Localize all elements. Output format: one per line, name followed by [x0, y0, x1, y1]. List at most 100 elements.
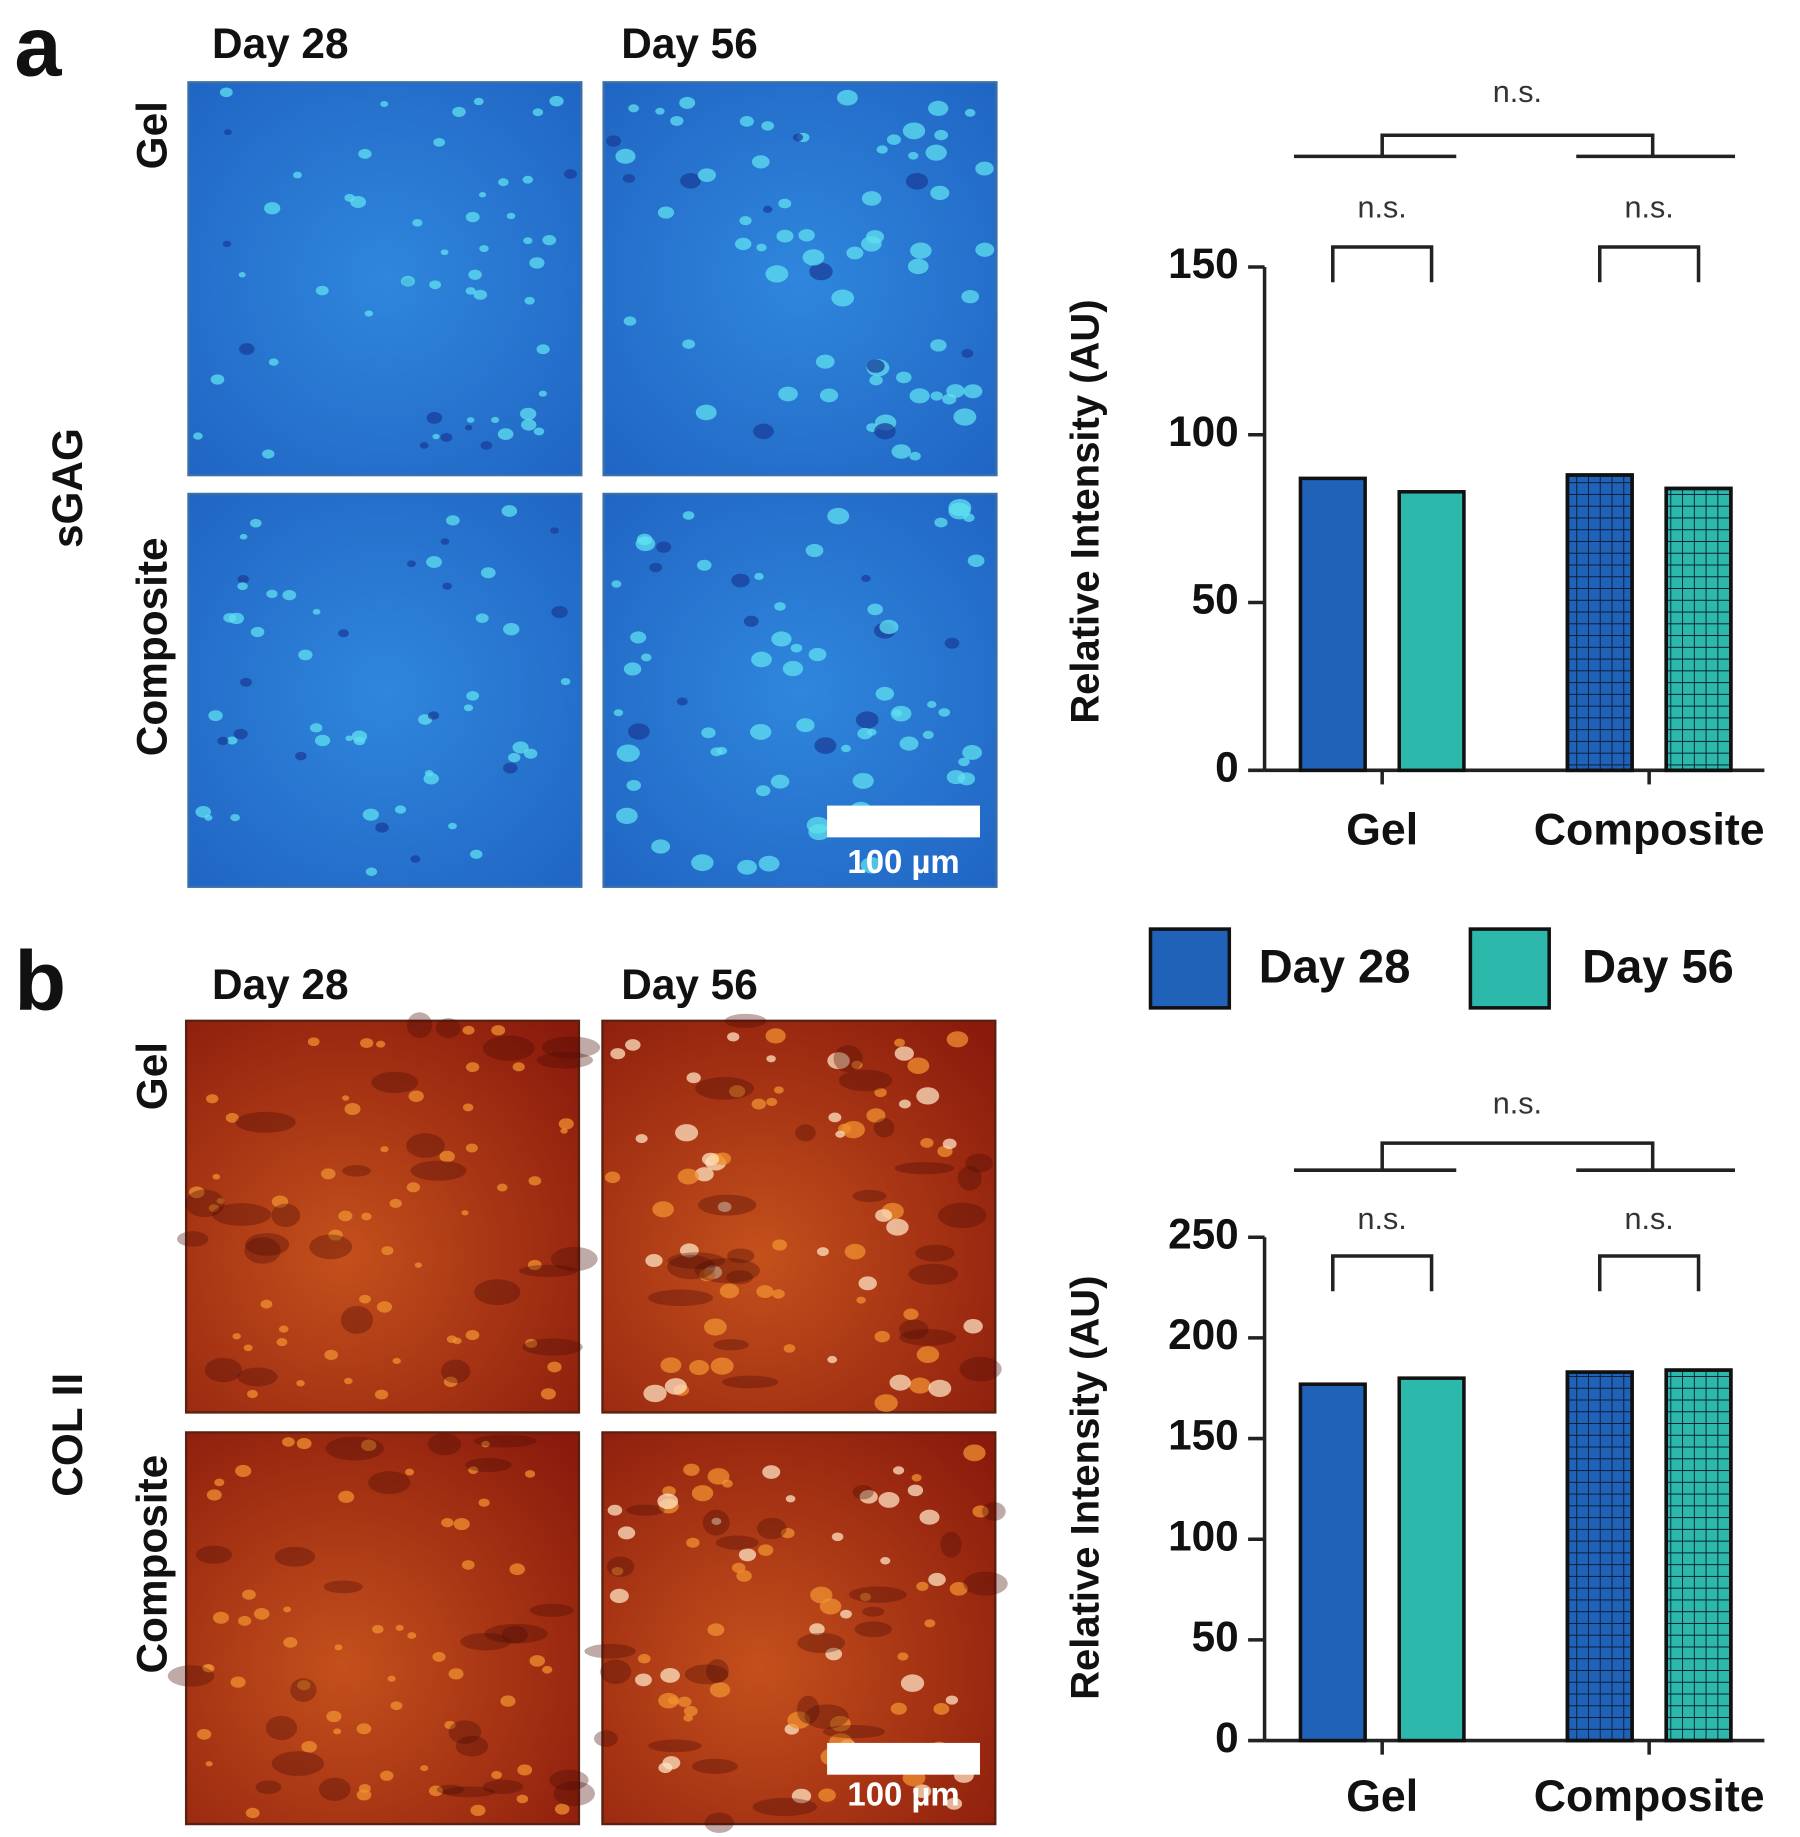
- cell: [836, 89, 858, 106]
- cell: [898, 1099, 911, 1109]
- cell: [875, 686, 895, 701]
- cell: [660, 1668, 680, 1683]
- cell: [731, 573, 750, 588]
- micrograph: [187, 492, 583, 888]
- cell: [686, 1537, 700, 1548]
- dark-region: [342, 1165, 371, 1177]
- cell: [636, 533, 653, 546]
- cell: [315, 285, 329, 296]
- cell: [452, 1337, 462, 1345]
- cell: [827, 1052, 850, 1070]
- cell: [691, 854, 714, 872]
- cell: [442, 582, 452, 590]
- cell: [440, 432, 453, 442]
- cell: [828, 1112, 842, 1123]
- cell: [896, 371, 912, 384]
- cell: [362, 808, 379, 821]
- cell: [907, 258, 929, 275]
- dark-region: [797, 1632, 845, 1653]
- cell: [815, 354, 835, 369]
- cell: [751, 651, 772, 668]
- cell: [762, 1465, 781, 1479]
- cell: [802, 249, 825, 266]
- dark-region: [435, 1018, 461, 1039]
- cell: [607, 1504, 623, 1516]
- cell: [719, 1283, 740, 1299]
- cell: [412, 219, 423, 227]
- cell: [912, 1784, 932, 1799]
- significance: n.s.: [1625, 1202, 1674, 1236]
- dark-region: [368, 1471, 411, 1495]
- cell: [496, 1183, 508, 1192]
- cell: [542, 234, 557, 246]
- cell: [902, 122, 926, 140]
- dark-region: [460, 1632, 511, 1651]
- cell: [790, 643, 803, 653]
- dark-region: [965, 1153, 993, 1173]
- cell: [658, 1692, 679, 1709]
- cell: [851, 1060, 863, 1070]
- cell: [874, 423, 896, 440]
- bar: [1397, 490, 1466, 773]
- dark-region: [684, 1664, 729, 1685]
- cell: [281, 1437, 295, 1447]
- cell: [622, 173, 636, 183]
- y-tick-label: 200: [1168, 1311, 1239, 1358]
- cell: [440, 249, 449, 256]
- cell: [356, 1789, 372, 1801]
- cell: [961, 289, 980, 304]
- cell: [841, 744, 851, 753]
- cell: [528, 1176, 542, 1186]
- cell: [262, 449, 275, 459]
- cell: [757, 1544, 774, 1556]
- cell: [470, 849, 483, 859]
- y-axis-label: Relative Intensity (AU): [1064, 1276, 1108, 1700]
- cell: [859, 1490, 878, 1504]
- cell: [798, 229, 815, 242]
- cell: [771, 631, 792, 647]
- cell: [627, 723, 650, 740]
- cell: [550, 527, 559, 534]
- cell: [737, 859, 758, 875]
- cell: [772, 1289, 785, 1299]
- cell: [452, 106, 466, 117]
- cell: [858, 1276, 877, 1291]
- dark-region: [713, 1339, 749, 1351]
- dark-region: [726, 1270, 754, 1285]
- cell: [238, 272, 246, 278]
- dark-region: [474, 1279, 521, 1306]
- cell: [462, 1025, 475, 1035]
- cell: [210, 374, 225, 385]
- cell: [268, 358, 279, 366]
- dark-region: [549, 1769, 589, 1791]
- cell: [613, 709, 624, 717]
- cell: [380, 1770, 394, 1781]
- cell: [806, 816, 830, 834]
- cell: [551, 605, 568, 619]
- cell: [375, 822, 389, 833]
- dark-region: [290, 1678, 317, 1702]
- cell: [376, 1301, 393, 1313]
- cell: [525, 1338, 538, 1348]
- cell: [808, 647, 827, 662]
- dark-region: [600, 1659, 632, 1685]
- cell: [816, 1247, 829, 1257]
- cell: [900, 1674, 925, 1692]
- cell: [424, 770, 434, 777]
- cell: [628, 104, 639, 113]
- cell: [212, 1173, 221, 1180]
- cell: [770, 774, 790, 789]
- cell: [637, 1653, 651, 1664]
- cell: [927, 700, 937, 709]
- cell: [283, 1637, 298, 1648]
- cell: [656, 541, 672, 553]
- cell: [309, 723, 323, 733]
- cell: [773, 1086, 784, 1094]
- dark-region: [833, 1045, 863, 1073]
- cell: [729, 1085, 746, 1098]
- cell: [461, 1560, 475, 1570]
- cell: [714, 1152, 732, 1166]
- cell: [439, 1150, 455, 1163]
- cell: [491, 1770, 502, 1780]
